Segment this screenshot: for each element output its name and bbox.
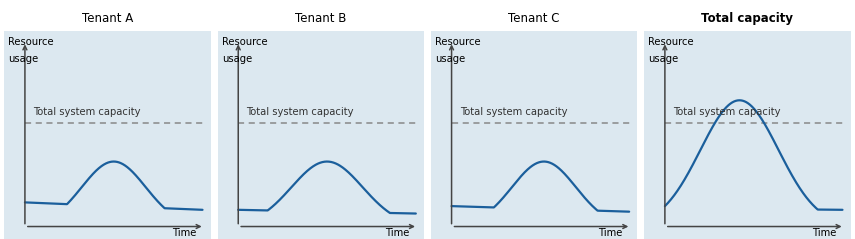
- Text: Resource: Resource: [221, 37, 268, 47]
- Text: Resource: Resource: [9, 37, 54, 47]
- Text: usage: usage: [435, 54, 465, 64]
- Text: Total system capacity: Total system capacity: [33, 107, 141, 117]
- Text: Total system capacity: Total system capacity: [673, 107, 781, 117]
- Text: Time: Time: [172, 228, 197, 238]
- Text: Time: Time: [812, 228, 836, 238]
- Text: Total system capacity: Total system capacity: [460, 107, 568, 117]
- Text: usage: usage: [9, 54, 38, 64]
- Text: Time: Time: [386, 228, 410, 238]
- Text: Tenant A: Tenant A: [82, 12, 133, 25]
- Text: Total system capacity: Total system capacity: [246, 107, 354, 117]
- Text: Resource: Resource: [435, 37, 481, 47]
- Text: usage: usage: [648, 54, 679, 64]
- Text: Total capacity: Total capacity: [701, 12, 793, 25]
- Text: usage: usage: [221, 54, 252, 64]
- Text: Time: Time: [598, 228, 623, 238]
- Text: Resource: Resource: [648, 37, 694, 47]
- Text: Tenant B: Tenant B: [295, 12, 346, 25]
- Text: Tenant C: Tenant C: [509, 12, 560, 25]
